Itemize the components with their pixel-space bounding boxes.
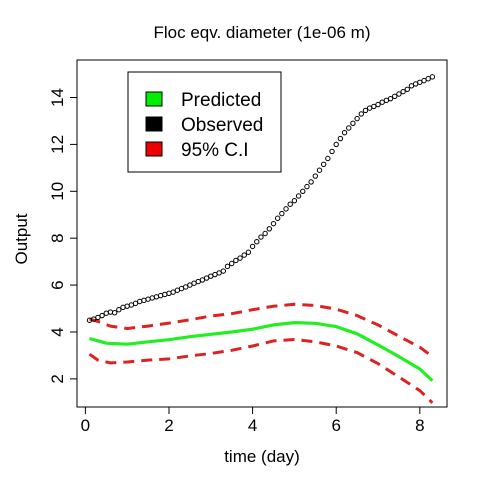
x-tick-label: 2 — [164, 416, 173, 435]
series-observed — [86, 74, 436, 323]
observed-point — [183, 284, 189, 290]
legend-label: Predicted — [181, 90, 261, 111]
observed-point — [354, 115, 360, 122]
observed-point — [362, 107, 369, 114]
x-axis: 0 2 4 6 8 — [81, 406, 425, 435]
observed-point — [304, 183, 310, 190]
observed-point — [421, 77, 427, 84]
y-tick-label: 12 — [48, 135, 67, 154]
observed-point — [429, 74, 436, 80]
observed-point — [341, 129, 348, 136]
legend: Predicted Observed 95% C.I — [127, 71, 282, 173]
legend-label: 95% C.I — [181, 140, 249, 161]
observed-point — [187, 282, 193, 288]
legend-label: Observed — [181, 115, 263, 136]
axes-layer: 0 2 4 6 8 2 4 6 8 10 12 14 — [48, 59, 448, 435]
observed-point — [308, 179, 314, 185]
observed-point — [295, 193, 302, 199]
observed-point — [316, 167, 323, 173]
series-layer — [86, 74, 436, 404]
observed-point — [170, 289, 176, 295]
observed-point — [320, 161, 327, 168]
observed-point — [274, 215, 281, 221]
series-95-c-i-line — [89, 302, 434, 358]
y-axis-label: Output — [12, 213, 31, 264]
observed-point — [337, 135, 344, 142]
x-tick-label: 0 — [81, 416, 90, 435]
y-tick-label: 4 — [48, 327, 67, 336]
observed-point — [241, 252, 247, 258]
y-tick-label: 6 — [48, 280, 67, 289]
observed-point — [111, 310, 118, 316]
series-predicted-line — [89, 321, 434, 382]
observed-point — [132, 300, 139, 307]
y-axis: 2 4 6 8 10 12 14 — [48, 88, 77, 384]
observed-point — [371, 103, 377, 110]
observed-point — [329, 148, 335, 155]
series-95-c-i-lower-line — [88, 338, 434, 404]
observed-point — [400, 88, 406, 95]
y-tick-label: 10 — [48, 182, 67, 201]
observed-point — [270, 220, 277, 227]
observed-point — [312, 173, 319, 179]
observed-point — [333, 141, 339, 148]
observed-point — [287, 201, 293, 207]
observed-point — [325, 155, 331, 162]
observed-point — [254, 239, 260, 245]
observed-point — [350, 120, 356, 127]
legend-swatch — [145, 141, 163, 157]
observed-point — [99, 312, 105, 319]
observed-point — [258, 234, 264, 240]
observed-point — [199, 277, 206, 283]
observed-point — [379, 99, 385, 105]
observed-point — [279, 210, 285, 217]
y-tick-label: 14 — [48, 88, 67, 107]
observed-point — [387, 95, 394, 102]
observed-point — [283, 206, 289, 212]
y-tick-label: 2 — [48, 374, 67, 383]
observed-point — [358, 111, 364, 117]
observed-point — [116, 306, 122, 313]
observed-point — [237, 255, 243, 261]
observed-point — [216, 270, 222, 276]
observed-point — [300, 188, 306, 194]
observed-point — [245, 249, 252, 255]
legend-swatch — [145, 116, 163, 132]
x-axis-label: time (day) — [224, 447, 300, 466]
observed-point — [425, 76, 431, 82]
observed-point — [224, 263, 231, 270]
x-tick-label: 4 — [248, 416, 257, 435]
observed-point — [375, 101, 381, 108]
observed-point — [249, 243, 256, 250]
observed-point — [404, 86, 410, 93]
observed-point — [203, 275, 210, 281]
chart-title: Floc eqv. diameter (1e-06 m) — [154, 23, 371, 42]
observed-point — [220, 268, 227, 274]
observed-point — [266, 226, 273, 232]
observed-point — [396, 91, 402, 97]
observed-point — [408, 83, 415, 89]
observed-point — [228, 260, 235, 267]
observed-point — [392, 93, 398, 100]
observed-point — [95, 314, 101, 321]
observed-point — [262, 230, 268, 237]
observed-point — [233, 257, 239, 264]
observed-point — [291, 197, 298, 204]
y-tick-label: 8 — [48, 233, 67, 242]
observed-point — [346, 125, 352, 131]
legend-swatch — [145, 91, 163, 107]
x-tick-label: 6 — [331, 416, 340, 435]
x-tick-label: 8 — [415, 416, 424, 435]
